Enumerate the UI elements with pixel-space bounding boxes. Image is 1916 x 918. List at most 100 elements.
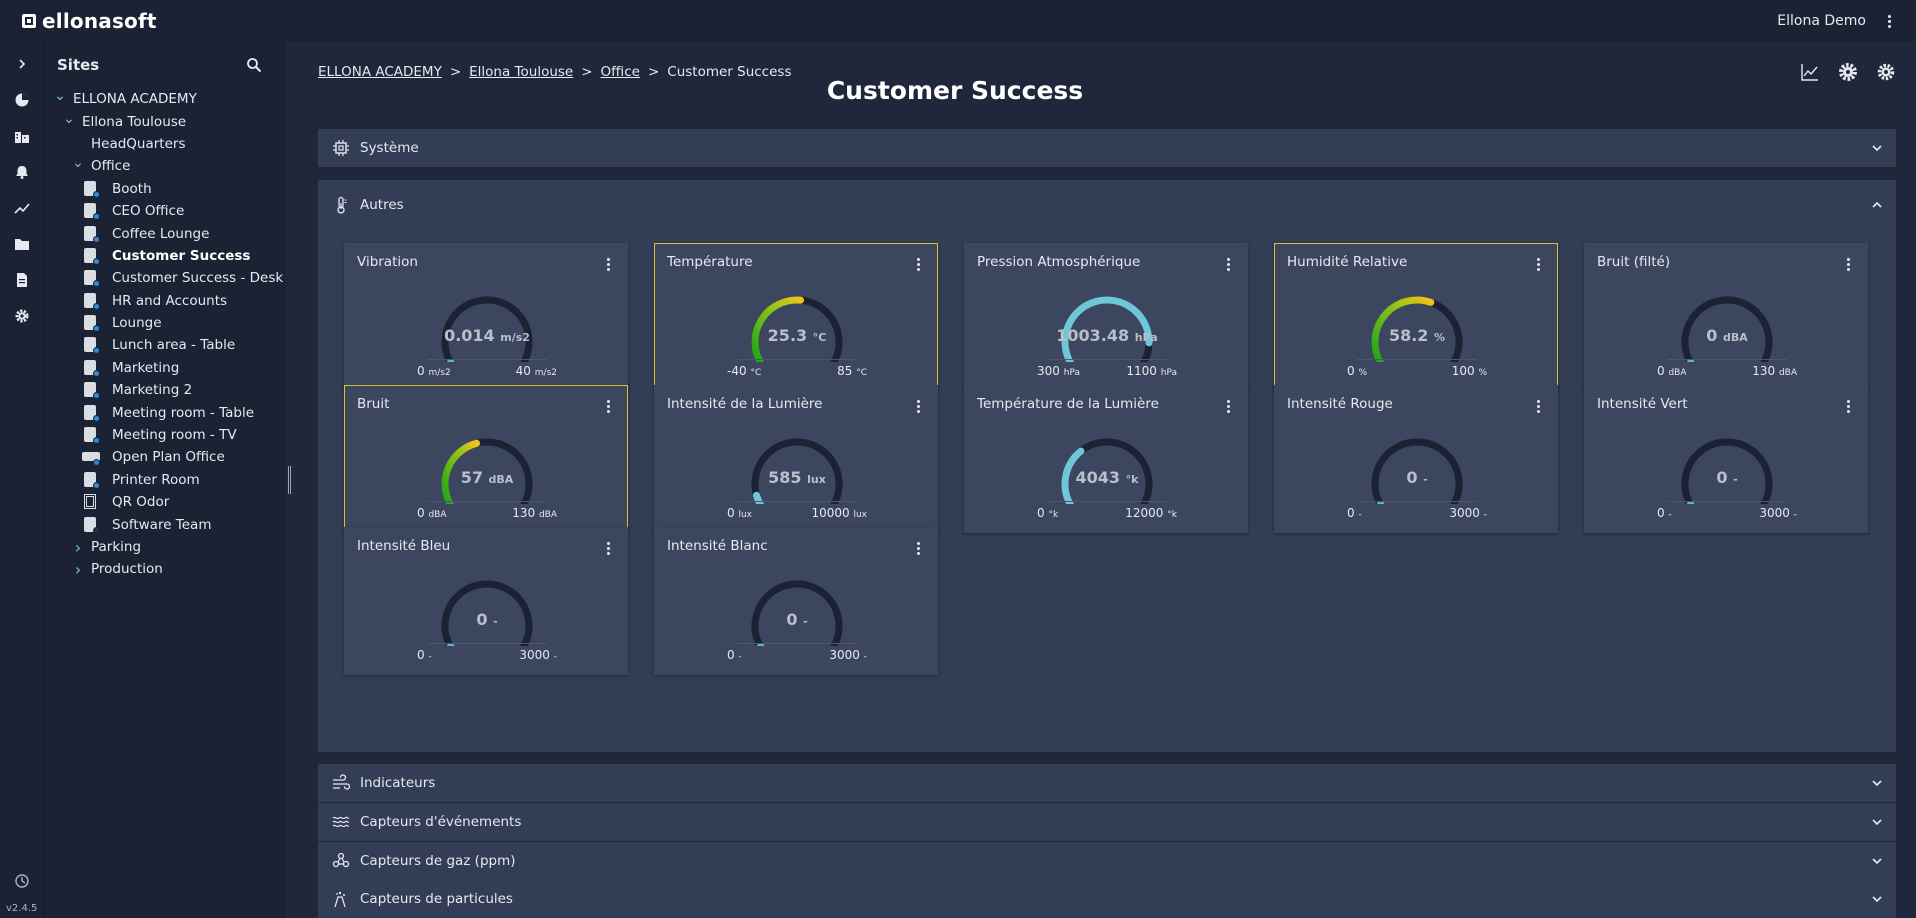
chevron-down-icon[interactable] (1870, 854, 1884, 868)
chevron-down-icon[interactable]: ⌄ (54, 88, 66, 105)
tree-item[interactable]: Lunch area - Table (44, 334, 286, 356)
chevron-down-icon[interactable] (1870, 892, 1884, 906)
tree-item[interactable]: Printer Room (44, 469, 286, 491)
report-icon[interactable] (0, 262, 44, 298)
history-icon[interactable] (0, 863, 44, 899)
tree-item[interactable]: HR and Accounts (44, 290, 286, 312)
settings-icon[interactable] (0, 298, 44, 334)
card-menu-icon[interactable] (603, 398, 613, 414)
gauge-range: 0 - 3000 - (727, 648, 867, 662)
breadcrumb-item[interactable]: ELLONA ACADEMY (318, 64, 442, 80)
breadcrumb-item[interactable]: Ellona Toulouse (469, 64, 574, 80)
user-menu-icon[interactable] (1884, 13, 1894, 29)
chart-icon[interactable] (1800, 62, 1820, 82)
gauge-max: 130 dBA (512, 506, 557, 520)
sensor-card[interactable]: Pression Atmosphérique 1003.48 hPa 300 hPa… (964, 243, 1248, 391)
sensor-card[interactable]: Intensité de la Lumière 585 lux 0 lux 10000… (654, 385, 938, 533)
card-title: Bruit (357, 396, 390, 412)
chevron-right-icon[interactable]: › (74, 537, 82, 557)
sensor-card[interactable]: Bruit (filté) 0 dBA 0 dBA 130 dBA (1584, 243, 1868, 391)
section-indicateurs-header[interactable]: Indicateurs (318, 764, 1896, 802)
card-title: Pression Atmosphérique (977, 254, 1141, 270)
tree-item[interactable]: Customer Success - Desk (44, 267, 286, 289)
card-menu-icon[interactable] (1843, 398, 1853, 414)
sensor-card[interactable]: Intensité Bleu 0 - 0 - 3000 - (344, 527, 628, 675)
chevron-right-icon[interactable]: › (74, 559, 82, 579)
section-systeme-header[interactable]: Système (318, 129, 1896, 167)
chevron-down-icon[interactable] (1870, 776, 1884, 790)
card-menu-icon[interactable] (913, 540, 923, 556)
section-gaz-header[interactable]: Capteurs de gaz (ppm) (318, 842, 1896, 880)
chevron-down-icon[interactable]: ⌄ (72, 155, 84, 172)
tree-item-label: Open Plan Office (112, 449, 225, 466)
sensor-card[interactable]: Température 25.3 °C -40 °C 85 °C (654, 243, 938, 391)
chevron-down-icon[interactable]: ⌄ (63, 110, 75, 127)
card-menu-icon[interactable] (1223, 256, 1233, 272)
tree-item[interactable]: Marketing (44, 357, 286, 379)
card-menu-icon[interactable] (1223, 398, 1233, 414)
card-menu-icon[interactable] (1843, 256, 1853, 272)
alarm-icon[interactable] (0, 154, 44, 190)
card-menu-icon[interactable] (1533, 398, 1543, 414)
sensor-card[interactable]: Intensité Blanc 0 - 0 - 3000 - (654, 527, 938, 675)
gauge-value: 0 - (786, 610, 808, 629)
tree-item[interactable]: ⌄ ELLONA ACADEMY (44, 88, 286, 110)
tree-item[interactable]: CEO Office (44, 200, 286, 222)
tree-item[interactable]: Marketing 2 (44, 379, 286, 401)
gauge-value: 0 - (1406, 468, 1428, 487)
expand-nav-icon[interactable] (0, 46, 44, 82)
dashboard-icon[interactable] (0, 82, 44, 118)
tree-item[interactable]: Booth (44, 178, 286, 200)
sensor-card[interactable]: Intensité Rouge 0 - 0 - 3000 - (1274, 385, 1558, 533)
tree-item[interactable]: Customer Success (44, 245, 286, 267)
sensor-card[interactable]: Bruit 57 dBA 0 dBA 130 dBA (344, 385, 628, 533)
user-name[interactable]: Ellona Demo (1777, 13, 1866, 29)
card-menu-icon[interactable] (1533, 256, 1543, 272)
gauge-range: 0 - 3000 - (1657, 506, 1797, 520)
card-menu-icon[interactable] (913, 256, 923, 272)
sensor-device-icon (82, 269, 100, 288)
tree-item[interactable]: Software Team (44, 513, 286, 535)
chevron-down-icon[interactable] (1870, 141, 1884, 155)
breadcrumb-separator: > (581, 64, 593, 80)
sidebar-resize-handle[interactable] (286, 42, 294, 918)
sensor-card[interactable]: Humidité Relative 58.2 % 0 % 100 % (1274, 243, 1558, 391)
device-settings-icon[interactable] (1838, 62, 1858, 82)
chevron-down-icon[interactable] (1870, 815, 1884, 829)
section-evenements-header[interactable]: Capteurs d'événements (318, 803, 1896, 841)
tree-item[interactable]: Open Plan Office (44, 446, 286, 468)
card-menu-icon[interactable] (603, 256, 613, 272)
sensor-card[interactable]: Température de la Lumière 4043 °k 0 °k 1200… (964, 385, 1248, 533)
gauge-value: 0 dBA (1706, 326, 1748, 345)
tree-item[interactable]: Meeting room - Table (44, 401, 286, 423)
breadcrumb-item[interactable]: Office (600, 64, 640, 80)
card-menu-icon[interactable] (913, 398, 923, 414)
trend-icon[interactable] (0, 190, 44, 226)
folder-icon[interactable] (0, 226, 44, 262)
app-logo[interactable]: ellonasoft (22, 9, 157, 33)
sensor-card[interactable]: Vibration 0.014 m/s2 0 m/s2 40 m/s2 (344, 243, 628, 391)
sensor-card[interactable]: Intensité Vert 0 - 0 - 3000 - (1584, 385, 1868, 533)
tree-item[interactable]: Coffee Lounge (44, 222, 286, 244)
sites-sidebar: Sites ⌄ ELLONA ACADEMY ⌄ Ellona Toulouse Hea… (44, 42, 286, 918)
card-menu-icon[interactable] (603, 540, 613, 556)
section-autres-header[interactable]: Autres (318, 180, 1896, 230)
tree-item[interactable]: Lounge (44, 312, 286, 334)
gauge-divider (427, 501, 547, 502)
tree-item-label: Marketing 2 (112, 382, 193, 399)
tree-item[interactable]: Meeting room - TV (44, 424, 286, 446)
tree-item[interactable]: › Production (44, 558, 286, 580)
tree-item[interactable]: HeadQuarters (44, 133, 286, 155)
chevron-up-icon[interactable] (1870, 198, 1884, 212)
page-settings-icon[interactable] (1876, 62, 1896, 82)
tree-item[interactable]: ⌄ Office (44, 155, 286, 177)
gauge-max: 3000 - (1449, 506, 1487, 520)
sites-icon[interactable] (0, 118, 44, 154)
tree-item[interactable]: QR Odor (44, 491, 286, 513)
tree-item[interactable]: ⌄ Ellona Toulouse (44, 110, 286, 132)
tree-item[interactable]: › Parking (44, 536, 286, 558)
gauge-fill (1061, 296, 1153, 362)
section-indicateurs-label: Indicateurs (360, 775, 436, 791)
search-icon[interactable] (246, 57, 262, 73)
section-particules-header[interactable]: Capteurs de particules (318, 880, 1896, 918)
